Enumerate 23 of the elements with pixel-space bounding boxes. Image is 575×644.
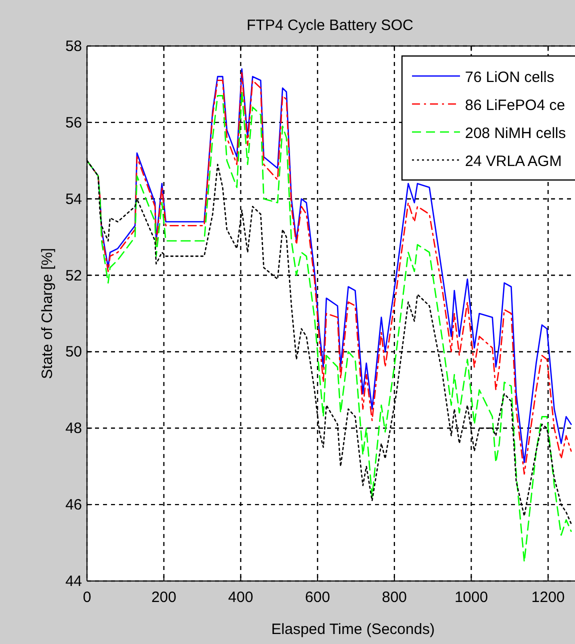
x-tick-label: 0 <box>82 589 92 606</box>
x-tick-label: 400 <box>228 589 254 606</box>
x-tick-label: 1000 <box>454 589 488 606</box>
legend-label: 86 LiFePO4 ce <box>465 97 566 114</box>
legend-label: 208 NiMH cells <box>465 125 566 142</box>
x-tick-label: 1200 <box>531 589 565 606</box>
y-tick-label: 46 <box>65 496 82 514</box>
x-axis-title: Elasped Time (Seconds) <box>271 621 435 638</box>
y-tick-label: 54 <box>65 190 82 208</box>
x-tick-label: 200 <box>151 589 176 606</box>
y-tick-label: 44 <box>65 573 82 590</box>
y-tick-label: 52 <box>65 267 82 284</box>
y-tick-label: 56 <box>65 114 82 132</box>
x-tick-label: 800 <box>382 589 407 606</box>
line-series <box>87 91 572 563</box>
y-tick-label: 58 <box>65 38 82 55</box>
y-tick-label: 48 <box>65 420 82 438</box>
chart-title: FTP4 Cycle Battery SOC <box>246 17 414 34</box>
y-tick-label: 50 <box>65 344 82 361</box>
x-tick-label: 600 <box>305 589 330 606</box>
legend-label: 24 VRLA AGM <box>465 153 562 170</box>
y-axis-title: State of Charge [%] <box>39 248 56 379</box>
legend-label: 76 LiON cells <box>465 69 554 86</box>
